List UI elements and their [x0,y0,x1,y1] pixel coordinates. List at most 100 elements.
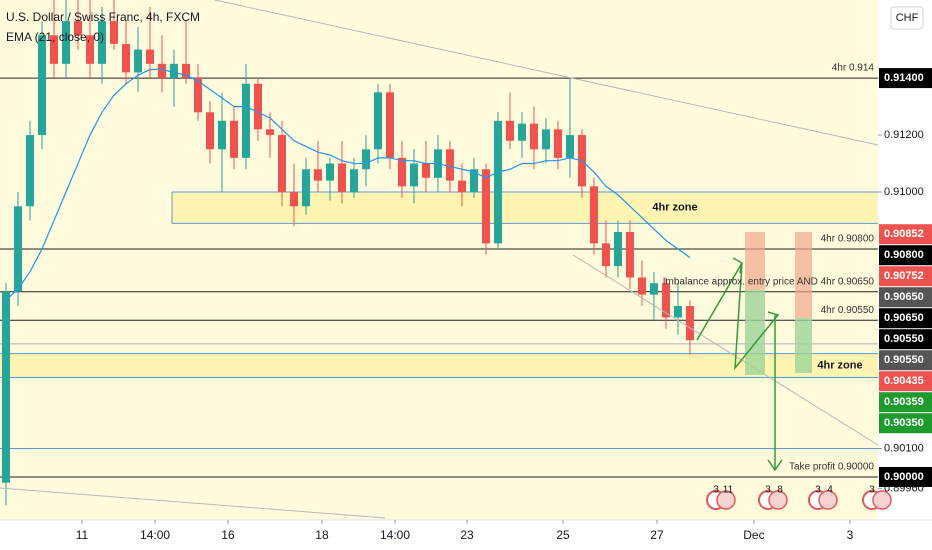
price-badge-label: 0.90650 [884,312,924,324]
zone-label: 4hr zone [652,202,697,214]
candle-body [253,83,262,130]
candle-body [517,123,526,141]
candle-body [613,231,622,267]
x-tick-label: 18 [315,528,329,542]
stop-zone [745,232,765,290]
currency-label[interactable]: CHF [896,12,919,24]
price-badge-label: 0.90650 [884,291,924,303]
candle-body [73,21,82,36]
event-label: 3 [869,485,875,496]
event-icon [716,490,736,510]
x-tick-label: 27 [650,528,664,542]
ema-line [5,68,691,301]
candle-body [205,112,214,150]
candle-body [481,169,490,244]
zone [172,192,878,224]
price-badge [879,245,932,266]
price-badge [879,466,932,487]
price-badge-label: 0.90752 [884,270,924,282]
x-tick-label: 11 [76,528,89,542]
candle-body [313,169,322,181]
candle-body [589,186,598,244]
trend-line [572,254,879,446]
x-tick-label: 14:00 [380,528,410,542]
price-badge-label: 0.90359 [884,396,924,408]
price-badge [879,308,932,329]
candle-body [673,306,682,318]
level-label: 4hr 0.914 [832,63,875,74]
arrow-head [767,459,783,472]
level-label: Imbalance approx. entry price AND 4hr 0.… [663,276,875,287]
candle-body [421,163,430,178]
event-icon [872,490,892,510]
y-tick-label: 0.91000 [884,186,924,198]
candle-body [445,149,454,181]
candle-body [565,135,574,158]
currency-button[interactable] [890,6,924,30]
event-count: 11 [723,485,734,496]
candle-body [553,129,562,158]
price-badge-label: 0.90350 [884,417,924,429]
candle-body [325,163,334,181]
target-zone [745,290,765,375]
price-badge-label: 0.90550 [884,354,924,366]
event-label: 3 [765,485,771,496]
candle-body [181,63,190,79]
level-label: 4hr 0.90550 [821,305,875,316]
price-badge-label: 0.90435 [884,375,924,387]
candle-body [25,135,34,207]
level-label: 4hr 0.90800 [821,234,875,245]
candle-body [661,283,670,318]
event-count: 4 [827,485,833,496]
trend-line [214,0,879,146]
price-badge [879,392,932,413]
candle-body [385,92,394,158]
candle-body [157,63,166,79]
candle-body [169,63,178,79]
candle-body [13,206,22,292]
level-label: Take profit 0.90000 [789,462,874,473]
candle-body [145,49,154,64]
event-label: 3 [815,485,821,496]
candle-body [337,163,346,193]
candle-body [529,123,538,150]
candle-body [361,149,370,170]
y-tick-label: 0.91200 [884,129,924,141]
x-tick-label: 3 [847,528,854,542]
x-tick-label: 25 [556,528,570,542]
candle-body [457,180,466,193]
candle-body [133,49,142,73]
candle-body [409,163,418,187]
candle-body [685,306,694,341]
candle-body [289,192,298,207]
arrow-head [732,257,743,274]
candle-body [301,169,310,207]
candle-body [37,35,46,136]
candle-body [229,120,238,158]
candle-body [193,78,202,113]
candle-body [469,169,478,193]
target-zone [795,318,812,373]
x-tick-label: 14:00 [140,528,170,542]
candle-body [241,83,250,158]
event-icon [818,490,838,510]
plot-background [0,0,878,520]
price-badge [879,287,932,308]
price-badge [879,329,932,350]
candle-body [541,129,550,150]
price-badge [879,266,932,287]
stop-zone [795,232,812,318]
candle-body [373,92,382,150]
indicator-label: EMA (21, close, 0) [6,30,104,44]
x-tick-label: 16 [221,528,235,542]
candle-body [349,169,358,193]
y-tick-label: 0.90100 [884,442,924,454]
candle-body [1,291,10,483]
trend-line [0,487,386,519]
projection-arrow [696,262,779,371]
candle-body [625,231,634,278]
candle-body [601,243,610,267]
candle-body [217,120,226,150]
candle-body [277,135,286,193]
